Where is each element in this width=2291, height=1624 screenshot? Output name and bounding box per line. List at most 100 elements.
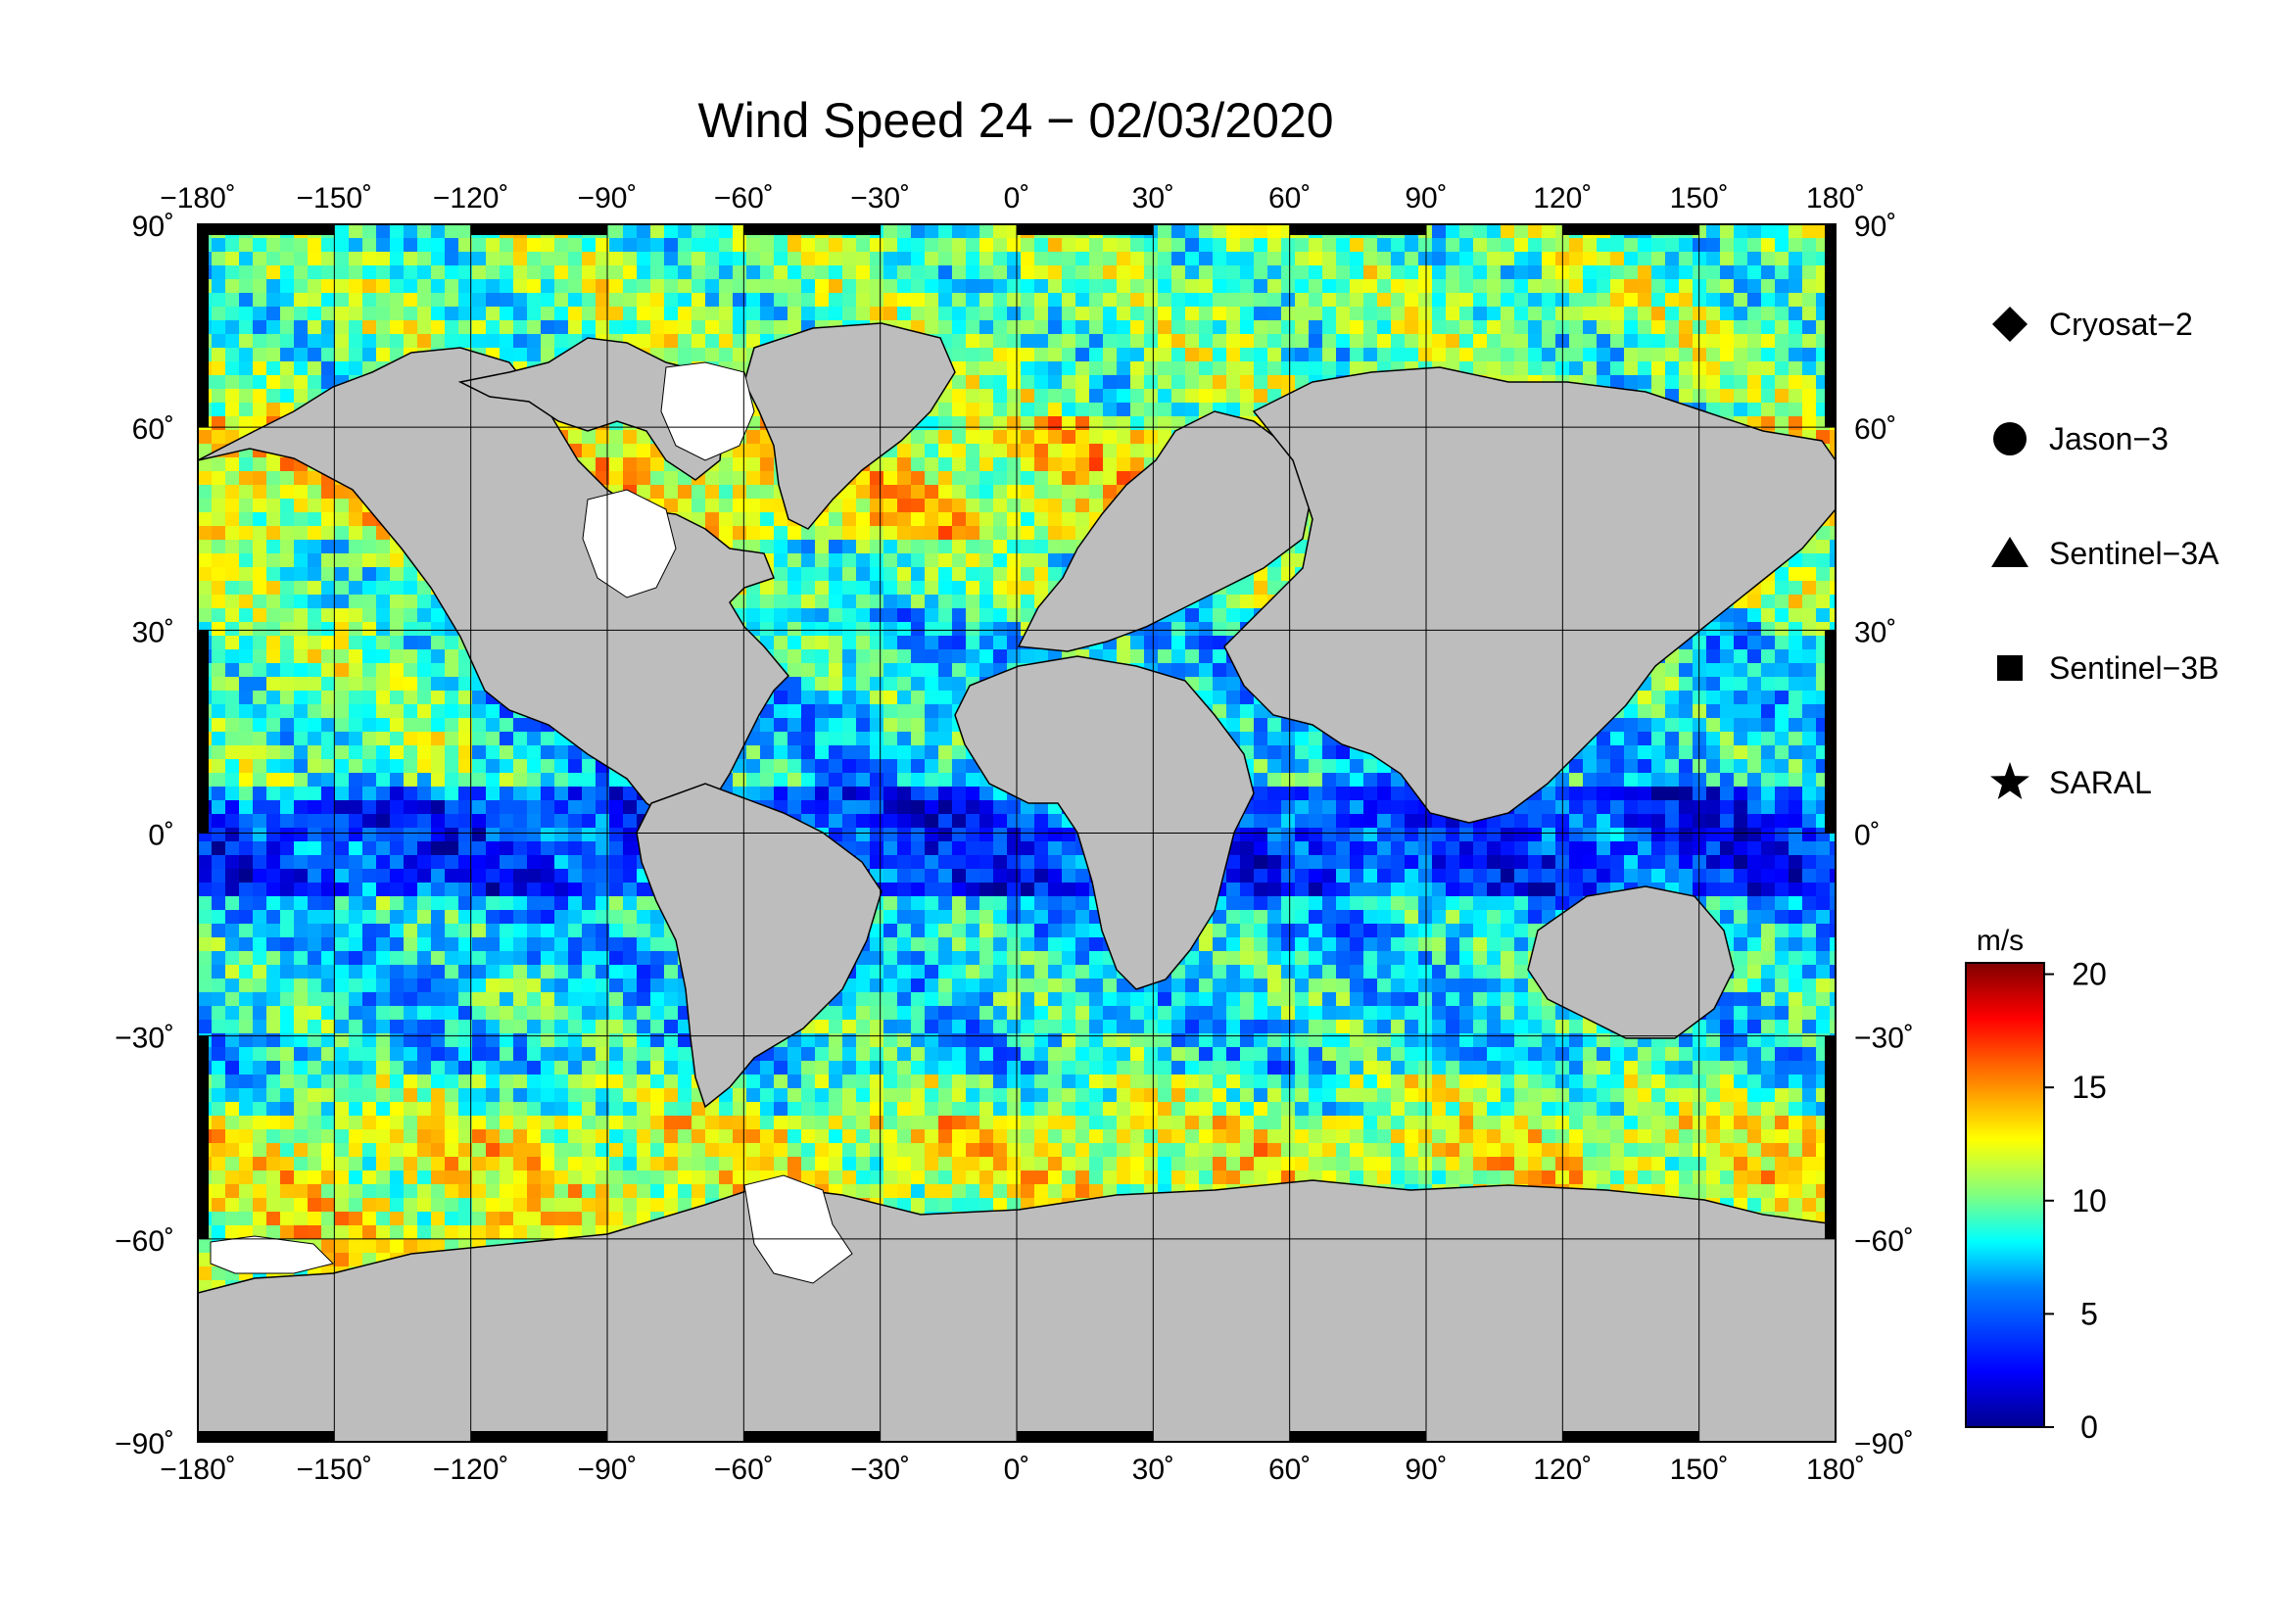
wind-cell xyxy=(1775,608,1790,623)
wind-cell xyxy=(280,649,295,664)
wind-cell xyxy=(788,773,802,788)
wind-cell xyxy=(568,279,583,294)
wind-cell xyxy=(1117,265,1131,280)
wind-cell xyxy=(1734,732,1748,746)
wind-cell xyxy=(993,649,1008,664)
wind-cell xyxy=(609,320,624,335)
wind-cell xyxy=(1747,252,1762,266)
wind-cell xyxy=(1459,252,1474,266)
wind-cell xyxy=(993,499,1008,513)
wind-cell xyxy=(294,499,309,513)
wind-cell xyxy=(1171,636,1186,650)
wind-cell xyxy=(1501,307,1515,321)
wind-cell xyxy=(1651,334,1666,349)
wind-cell xyxy=(198,471,213,486)
wind-cell xyxy=(911,540,926,554)
wind-cell xyxy=(1322,361,1337,376)
wind-cell xyxy=(897,265,912,280)
wind-cell xyxy=(856,787,871,801)
wind-cell xyxy=(1542,224,1556,239)
wind-cell xyxy=(719,224,734,239)
wind-cell xyxy=(253,608,267,623)
wind-cell xyxy=(431,293,446,308)
wind-cell xyxy=(321,718,336,733)
wind-cell xyxy=(390,759,405,774)
wind-cell xyxy=(1747,732,1762,746)
wind-cell xyxy=(1720,732,1735,746)
wind-cell xyxy=(952,238,967,253)
wind-cell xyxy=(1693,265,1707,280)
wind-cell xyxy=(1144,307,1159,321)
wind-cell xyxy=(733,773,747,788)
wind-cell xyxy=(212,759,226,774)
wind-cell xyxy=(266,485,281,500)
wind-cell xyxy=(1528,307,1543,321)
wind-cell xyxy=(280,485,295,500)
wind-cell xyxy=(801,649,816,664)
wind-cell xyxy=(938,691,953,705)
wind-cell xyxy=(1761,403,1776,417)
wind-cell xyxy=(1089,403,1104,417)
wind-cell xyxy=(1418,320,1433,335)
wind-cell xyxy=(1295,320,1310,335)
wind-cell xyxy=(308,704,322,719)
wind-cell xyxy=(1761,745,1776,760)
wind-cell xyxy=(1226,265,1241,280)
wind-cell xyxy=(1254,361,1268,376)
wind-cell xyxy=(1185,293,1200,308)
wind-cell xyxy=(925,471,939,486)
wind-cell xyxy=(938,595,953,609)
wind-cell xyxy=(445,279,459,294)
wind-cell xyxy=(362,526,377,541)
wind-cell xyxy=(760,499,775,513)
wind-cell xyxy=(1144,334,1159,349)
wind-cell xyxy=(678,238,692,253)
wind-cell xyxy=(1199,293,1214,308)
wind-cell xyxy=(1130,389,1145,404)
wind-cell xyxy=(527,320,542,335)
wind-cell xyxy=(500,787,514,801)
wind-cell xyxy=(1583,334,1598,349)
wind-cell xyxy=(1199,389,1214,404)
wind-cell xyxy=(1775,348,1790,362)
wind-cell xyxy=(596,320,610,335)
wind-cell xyxy=(1720,375,1735,390)
wind-cell xyxy=(1295,348,1310,362)
wind-cell xyxy=(212,718,226,733)
wind-cell xyxy=(1651,732,1666,746)
wind-cell xyxy=(1199,649,1214,664)
wind-cell xyxy=(801,718,816,733)
wind-cell xyxy=(404,649,418,664)
wind-cell xyxy=(1679,691,1694,705)
wind-cell xyxy=(842,567,857,582)
wind-cell xyxy=(335,595,350,609)
wind-cell xyxy=(1117,238,1131,253)
wind-cell xyxy=(266,403,281,417)
wind-cell xyxy=(746,471,761,486)
wind-cell xyxy=(1322,334,1337,349)
wind-cell xyxy=(1679,773,1694,788)
wind-cell xyxy=(1802,416,1817,431)
wind-cell xyxy=(760,293,775,308)
wind-cell xyxy=(1789,348,1803,362)
wind-cell xyxy=(1185,265,1200,280)
wind-cell xyxy=(198,526,213,541)
wind-cell xyxy=(1747,691,1762,705)
wind-cell xyxy=(1158,224,1172,239)
wind-cell xyxy=(472,252,487,266)
wind-cell xyxy=(294,375,309,390)
wind-cell xyxy=(1021,279,1035,294)
wind-cell xyxy=(966,416,980,431)
wind-cell xyxy=(911,732,926,746)
wind-cell xyxy=(637,444,651,458)
wind-cell xyxy=(362,691,377,705)
wind-cell xyxy=(376,759,391,774)
wind-cell xyxy=(1144,403,1159,417)
wind-cell xyxy=(280,773,295,788)
wind-cell xyxy=(1706,238,1721,253)
wind-cell xyxy=(404,704,418,719)
wind-cell xyxy=(513,307,528,321)
wind-cell xyxy=(883,787,898,801)
wind-cell xyxy=(1665,759,1680,774)
wind-cell xyxy=(1295,759,1310,774)
